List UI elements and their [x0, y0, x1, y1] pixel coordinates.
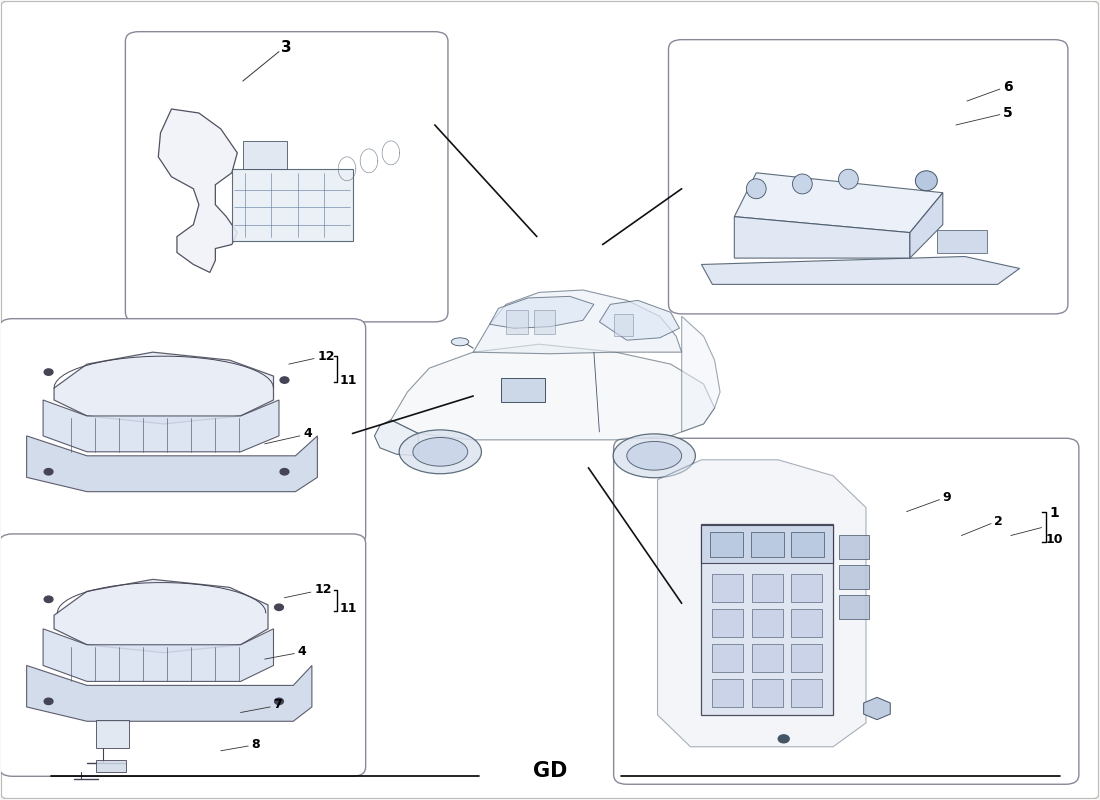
- Polygon shape: [735, 173, 943, 233]
- Bar: [711, 531, 744, 557]
- Bar: [752, 574, 782, 602]
- Bar: [791, 609, 822, 637]
- Polygon shape: [735, 217, 910, 258]
- Text: 9: 9: [943, 490, 951, 504]
- Ellipse shape: [613, 434, 695, 478]
- Bar: [838, 595, 869, 619]
- Ellipse shape: [399, 430, 482, 474]
- FancyBboxPatch shape: [669, 40, 1068, 314]
- Bar: [791, 574, 822, 602]
- Text: 11: 11: [339, 602, 356, 615]
- Text: 10: 10: [1046, 533, 1064, 546]
- Ellipse shape: [451, 338, 469, 346]
- Bar: [702, 523, 833, 715]
- Circle shape: [44, 596, 53, 602]
- Ellipse shape: [915, 170, 937, 190]
- Circle shape: [44, 369, 53, 375]
- Bar: [534, 310, 556, 334]
- Text: 4: 4: [298, 645, 307, 658]
- Bar: [96, 760, 126, 772]
- Ellipse shape: [412, 438, 468, 466]
- Bar: [937, 230, 987, 253]
- Circle shape: [778, 735, 789, 743]
- Bar: [791, 679, 822, 707]
- Polygon shape: [43, 629, 274, 682]
- Polygon shape: [702, 257, 1020, 285]
- Bar: [751, 531, 783, 557]
- Text: eurosparts: eurosparts: [148, 526, 337, 593]
- Polygon shape: [473, 290, 682, 354]
- Circle shape: [280, 469, 289, 475]
- Bar: [752, 679, 782, 707]
- Text: eurosparts: eurosparts: [122, 182, 363, 268]
- Text: 7: 7: [274, 698, 283, 711]
- Text: 12: 12: [315, 583, 331, 596]
- Polygon shape: [600, 300, 680, 340]
- Text: 6: 6: [1003, 81, 1013, 94]
- Ellipse shape: [627, 442, 682, 470]
- Bar: [713, 644, 744, 672]
- Text: 1: 1: [1049, 506, 1059, 520]
- Text: eurosparts: eurosparts: [697, 590, 886, 657]
- Circle shape: [275, 604, 284, 610]
- Text: 12: 12: [318, 350, 334, 362]
- FancyBboxPatch shape: [0, 534, 365, 776]
- Polygon shape: [374, 420, 418, 456]
- Bar: [838, 534, 869, 558]
- Bar: [96, 721, 129, 748]
- Bar: [791, 644, 822, 672]
- Bar: [752, 609, 782, 637]
- Bar: [713, 574, 744, 602]
- Ellipse shape: [747, 178, 767, 198]
- Polygon shape: [658, 460, 866, 746]
- Polygon shape: [54, 579, 268, 653]
- Circle shape: [275, 698, 284, 705]
- Text: GD: GD: [532, 761, 568, 781]
- Ellipse shape: [792, 174, 812, 194]
- Circle shape: [280, 377, 289, 383]
- Text: 5: 5: [1003, 106, 1013, 120]
- Circle shape: [44, 698, 53, 705]
- Bar: [713, 679, 744, 707]
- Polygon shape: [54, 352, 274, 424]
- Text: 8: 8: [252, 738, 261, 751]
- Bar: [243, 141, 287, 169]
- Polygon shape: [26, 436, 318, 492]
- Polygon shape: [490, 296, 594, 328]
- Polygon shape: [26, 666, 312, 722]
- Polygon shape: [43, 400, 279, 452]
- Bar: [838, 565, 869, 589]
- Text: 4: 4: [304, 427, 312, 440]
- Polygon shape: [158, 109, 238, 273]
- Bar: [500, 378, 544, 402]
- FancyBboxPatch shape: [125, 32, 448, 322]
- Bar: [752, 644, 782, 672]
- Polygon shape: [910, 193, 943, 258]
- Text: 3: 3: [282, 40, 292, 55]
- Polygon shape: [390, 344, 715, 440]
- FancyBboxPatch shape: [614, 438, 1079, 784]
- Bar: [614, 314, 634, 336]
- Text: eurosparts: eurosparts: [671, 182, 912, 268]
- Text: 2: 2: [994, 514, 1003, 528]
- Bar: [713, 609, 744, 637]
- Bar: [232, 169, 352, 241]
- Bar: [506, 310, 528, 334]
- Polygon shape: [682, 316, 720, 432]
- Text: 11: 11: [339, 374, 356, 386]
- FancyBboxPatch shape: [0, 318, 365, 545]
- Bar: [702, 525, 833, 563]
- Circle shape: [44, 469, 53, 475]
- Bar: [791, 531, 824, 557]
- Ellipse shape: [838, 170, 858, 189]
